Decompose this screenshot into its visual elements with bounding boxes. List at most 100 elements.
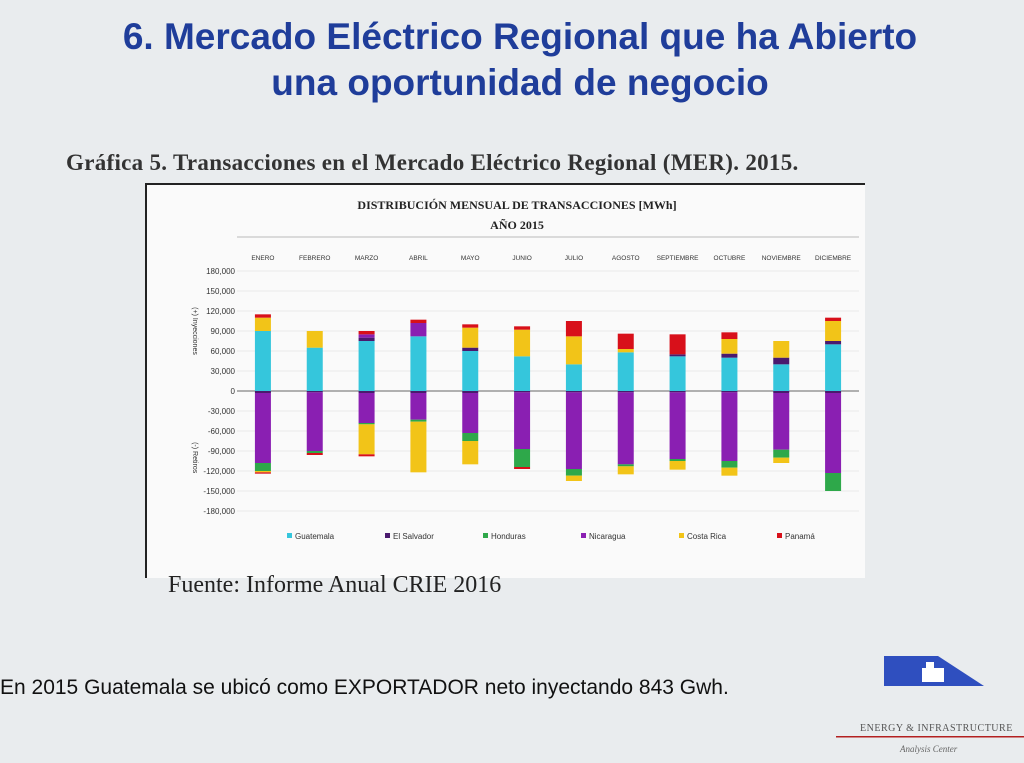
bar-segment <box>773 449 790 458</box>
bar-segment <box>254 472 271 474</box>
bar-segment <box>825 317 842 321</box>
bar-segment <box>358 423 375 425</box>
bar-segment <box>358 391 375 393</box>
y-tick-label: -30,000 <box>208 407 236 416</box>
bar-segment <box>358 334 375 338</box>
y-tick-label: 90,000 <box>211 327 236 336</box>
bar-segment <box>721 467 738 476</box>
bar-segment <box>254 391 271 393</box>
x-tick-label: MAYO <box>461 255 480 262</box>
bar-segment <box>254 471 271 473</box>
logo-icon <box>836 656 1024 738</box>
chart-source: Fuente: Informe Anual CRIE 2016 <box>168 572 502 598</box>
logo-tagline: ENERGY & INFRASTRUCTURE <box>860 723 1013 734</box>
legend-swatch <box>385 533 390 538</box>
legend-swatch <box>581 533 586 538</box>
bar-segment <box>462 347 479 351</box>
bar-segment <box>410 323 427 337</box>
bar-segment <box>565 364 582 391</box>
bar-segment <box>565 392 582 469</box>
legend-label: Nicaragua <box>589 532 626 541</box>
y-tick-label: 0 <box>231 387 236 396</box>
bar-segment <box>721 461 738 468</box>
x-tick-label: JULIO <box>565 255 583 262</box>
bar-segment <box>617 464 634 467</box>
bar-segment <box>462 393 479 433</box>
bar-segment <box>669 391 686 393</box>
bar-segment <box>721 392 738 461</box>
bar-segment <box>306 331 323 348</box>
bar-segment <box>773 457 790 463</box>
bar-segment <box>721 391 738 393</box>
bar-segment <box>565 336 582 365</box>
bar-segment <box>358 331 375 335</box>
bar-segment <box>773 364 790 391</box>
bar-segment <box>306 451 323 453</box>
y-tick-label: -60,000 <box>208 427 236 436</box>
y-tick-label: 150,000 <box>206 287 235 296</box>
bar-segment <box>773 341 790 358</box>
bar-segment <box>358 454 375 457</box>
x-tick-label: JUNIO <box>512 255 532 262</box>
bar-segment <box>358 337 375 341</box>
bar-segment <box>514 467 531 469</box>
bar-segment <box>617 349 634 353</box>
bar-segment <box>773 357 790 365</box>
bar-segment <box>669 356 686 391</box>
y-tick-label: 120,000 <box>206 307 235 316</box>
bar-segment <box>669 461 686 470</box>
legend-label: El Salvador <box>393 532 434 541</box>
bar-segment <box>254 393 271 463</box>
legend-swatch <box>679 533 684 538</box>
slide-title-line2: una oportunidad de negocio <box>271 62 769 103</box>
bar-segment <box>669 354 686 357</box>
bar-segment <box>825 344 842 391</box>
bar-segment <box>617 333 634 349</box>
bar-segment <box>306 453 323 455</box>
legend-label: Costa Rica <box>687 532 727 541</box>
bar-segment <box>773 393 790 450</box>
legend-label: Honduras <box>491 532 526 541</box>
bar-segment <box>565 391 582 393</box>
bar-segment <box>669 459 686 461</box>
x-tick-label: NOVIEMBRE <box>762 255 802 262</box>
x-tick-label: ABRIL <box>409 255 428 262</box>
bar-segment <box>565 469 582 476</box>
x-tick-label: DICIEMBRE <box>815 255 852 262</box>
bar-segment <box>617 466 634 475</box>
bar-segment <box>358 341 375 391</box>
bar-segment <box>410 393 427 420</box>
bar-segment <box>358 393 375 423</box>
bar-segment <box>825 473 842 491</box>
bar-segment <box>462 351 479 391</box>
legend-swatch <box>777 533 782 538</box>
bar-segment <box>462 324 479 328</box>
bar-segment <box>306 347 323 391</box>
x-tick-label: FEBRERO <box>299 255 330 262</box>
x-tick-label: MARZO <box>355 255 378 262</box>
bar-segment <box>462 327 479 348</box>
y-tick-label: -90,000 <box>208 447 236 456</box>
bar-segment <box>410 319 427 323</box>
bar-segment <box>669 392 686 459</box>
bar-segment <box>306 391 323 393</box>
bar-segment <box>514 391 531 393</box>
bar-segment <box>254 463 271 471</box>
bar-segment <box>306 392 323 451</box>
bar-segment <box>669 334 686 355</box>
x-tick-label: AGOSTO <box>612 255 640 262</box>
bar-segment <box>514 326 531 330</box>
chart-subtitle: AÑO 2015 <box>490 218 544 232</box>
y-tick-label: 60,000 <box>211 347 236 356</box>
bar-segment <box>410 419 427 422</box>
bar-segment <box>721 332 738 339</box>
bar-segment <box>358 424 375 455</box>
bar-segment <box>721 357 738 391</box>
bar-segment <box>617 391 634 393</box>
bar-segment <box>410 336 427 391</box>
bar-segment <box>514 329 531 357</box>
y-tick-label: 30,000 <box>211 367 236 376</box>
footer-note: En 2015 Guatemala se ubicó como EXPORTAD… <box>0 676 729 699</box>
bar-segment <box>514 449 531 467</box>
y-tick-label: -120,000 <box>203 467 235 476</box>
